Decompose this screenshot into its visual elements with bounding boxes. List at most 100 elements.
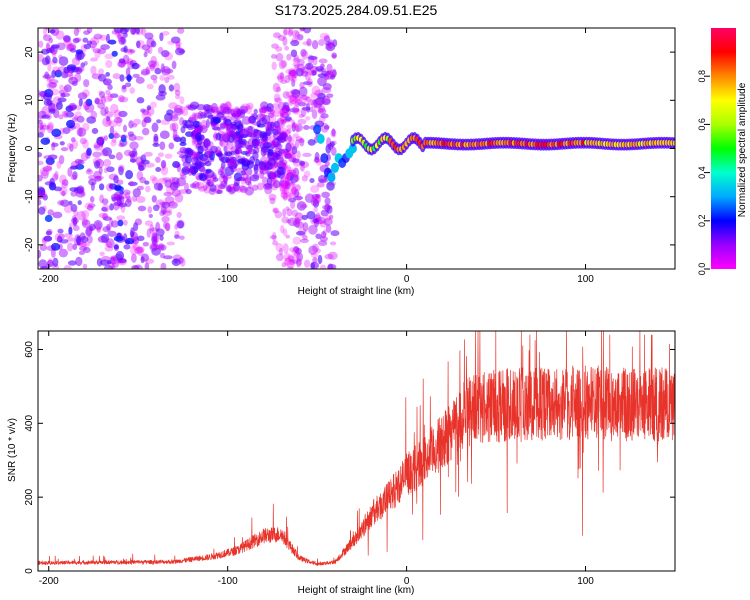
noise-blob (77, 159, 85, 165)
noise-blob (67, 260, 77, 266)
noise-blob (41, 169, 49, 180)
noise-blob (52, 56, 58, 64)
noise-blob (318, 105, 326, 113)
noise-blob (322, 229, 328, 237)
noise-blob (190, 167, 195, 175)
noise-blob (226, 140, 234, 151)
noise-blob (247, 116, 255, 125)
noise-blob (76, 185, 85, 195)
noise-blob (105, 72, 111, 77)
noise-blob (217, 168, 224, 173)
noise-blob (260, 146, 267, 157)
noise-blob (131, 62, 140, 70)
noise-blob (56, 235, 63, 243)
noise-blob (318, 38, 325, 47)
chart-title: S173.2025.284.09.51.E25 (275, 2, 438, 18)
noise-blob (217, 170, 224, 176)
noise-blob (243, 167, 253, 176)
noise-blob (63, 36, 71, 44)
noise-blob (293, 54, 299, 62)
noise-blob (104, 53, 115, 60)
noise-blob (76, 28, 82, 33)
noise-blob (80, 62, 86, 68)
noise-blob (278, 60, 286, 70)
noise-blob (41, 236, 52, 243)
noise-blob (51, 128, 62, 137)
noise-blob (56, 160, 62, 169)
noise-blob (306, 38, 312, 47)
noise-blob (279, 113, 285, 123)
transition-blob (348, 143, 357, 154)
noise-blob (140, 253, 150, 262)
noise-blob (286, 208, 293, 217)
noise-blob (38, 190, 42, 201)
noise-blob (280, 191, 289, 200)
noise-blob (66, 237, 76, 242)
noise-blob (139, 176, 147, 184)
noise-blob (294, 212, 304, 222)
noise-blob (72, 225, 80, 232)
noise-blob (311, 85, 321, 96)
noise-blob (272, 156, 279, 162)
noise-blob (302, 28, 312, 34)
noise-blob (173, 136, 182, 142)
noise-blob (75, 256, 83, 267)
noise-blob (279, 159, 288, 166)
noise-blob (247, 132, 257, 138)
noise-blob (154, 67, 162, 75)
x-tick-label: 0 (404, 274, 410, 285)
noise-blob (291, 146, 298, 155)
colorbar-tick-label: 0.2 (697, 215, 707, 228)
noise-blob (123, 233, 128, 243)
noise-blob (224, 151, 233, 157)
noise-blob (153, 60, 160, 70)
noise-blob (172, 129, 178, 139)
noise-blob (280, 177, 285, 187)
noise-blob (107, 39, 117, 45)
noise-blob (275, 46, 283, 52)
noise-blob (96, 257, 103, 267)
noise-blob (275, 86, 282, 93)
noise-blob (315, 248, 321, 254)
noise-blob (312, 57, 318, 66)
noise-blob (280, 127, 288, 134)
noise-blob (38, 117, 42, 122)
noise-blob (288, 247, 296, 253)
noise-blob (103, 264, 114, 269)
noise-blob (206, 179, 211, 186)
noise-blob (134, 135, 144, 141)
noise-blob (312, 257, 318, 264)
noise-blob (51, 49, 57, 59)
noise-blob (167, 74, 175, 80)
noise-blob (275, 253, 284, 262)
noise-blob (113, 201, 123, 207)
noise-blob (47, 62, 52, 72)
noise-blob (157, 46, 164, 54)
noise-blob (249, 174, 260, 182)
noise-blob (82, 263, 88, 269)
noise-blob (228, 186, 236, 195)
noise-blob (46, 113, 52, 120)
noise-blob (108, 132, 115, 139)
noise-blob (284, 180, 291, 190)
noise-blob (325, 215, 331, 222)
noise-blob (284, 116, 292, 122)
noise-blob (212, 177, 219, 182)
noise-blob (106, 183, 114, 192)
noise-blob (159, 141, 166, 151)
noise-blob (291, 119, 296, 129)
noise-blob (134, 63, 141, 68)
noise-blob (164, 223, 170, 231)
noise-blob (86, 28, 93, 34)
noise-blob (161, 31, 170, 36)
noise-blob (48, 82, 58, 88)
noise-blob (192, 120, 200, 129)
noise-blob (302, 222, 309, 232)
noise-blob (247, 137, 256, 147)
noise-blob (144, 262, 150, 269)
noise-blob (294, 99, 303, 104)
noise-blob (296, 192, 302, 202)
noise-blob (141, 44, 151, 51)
noise-blob (273, 93, 281, 102)
